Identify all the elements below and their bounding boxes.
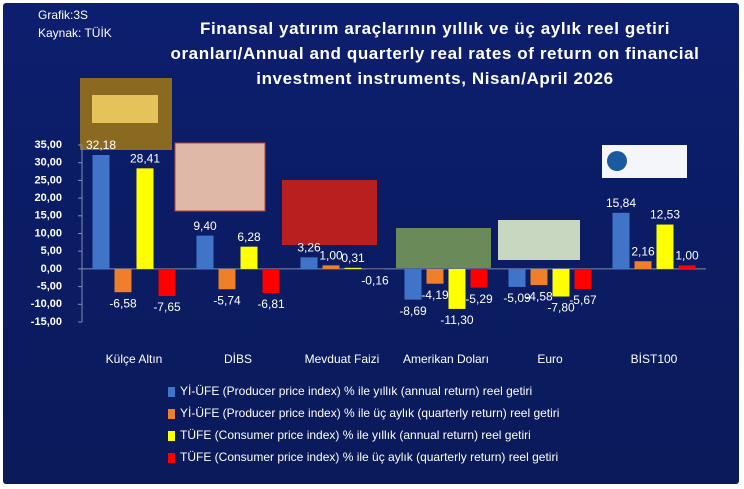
value-label: -4,58 <box>525 289 553 303</box>
bar <box>574 268 592 289</box>
bar <box>470 268 488 288</box>
legend-swatch <box>168 387 175 397</box>
value-label: -7,80 <box>547 301 575 315</box>
x-tick-label: Külçe Altın <box>106 352 163 366</box>
x-tick-label: DİBS <box>224 352 252 366</box>
value-label: 1,00 <box>319 249 343 263</box>
value-label: 15,84 <box>606 196 636 210</box>
note: Grafik:3S <box>38 8 88 22</box>
y-tick-label: 5,00 <box>41 245 62 257</box>
value-label: 3,26 <box>297 241 321 255</box>
bar <box>158 268 176 296</box>
legend-label: Yİ-ÜFE (Producer price index) % ile üç a… <box>180 406 559 420</box>
bar <box>426 268 444 284</box>
bar <box>262 268 280 294</box>
y-tick-label: 20,00 <box>34 192 62 204</box>
bar <box>552 268 570 297</box>
euro-image <box>498 220 580 260</box>
x-tick-label: Euro <box>537 352 563 366</box>
value-label: 9,40 <box>193 219 217 233</box>
bar <box>218 268 236 290</box>
bar <box>366 268 384 270</box>
legend-label: TÜFE (Consumer price index) % ile yıllık… <box>180 428 531 442</box>
value-label: -0,16 <box>361 274 389 288</box>
bar <box>404 268 422 300</box>
y-tick-label: 25,00 <box>34 174 62 186</box>
note: Kaynak: TÜİK <box>38 26 112 40</box>
bar <box>448 268 466 309</box>
legend-swatch <box>168 431 175 441</box>
legend-swatch <box>168 409 175 419</box>
value-label: -8,69 <box>399 304 427 318</box>
value-label: 32,18 <box>86 138 116 152</box>
bar <box>612 212 630 269</box>
x-tick-label: Mevduat Faizi <box>305 352 380 366</box>
value-label: 6,28 <box>237 230 261 244</box>
bar <box>344 267 362 269</box>
x-tick-label: Amerikan Doları <box>403 352 489 366</box>
y-tick-label: 15,00 <box>34 210 62 222</box>
value-label: -6,58 <box>109 296 137 310</box>
value-label: -5,29 <box>465 292 493 306</box>
bar <box>634 261 652 269</box>
value-label: 28,41 <box>130 152 160 166</box>
value-label: -7,65 <box>153 300 181 314</box>
legend-label: TÜFE (Consumer price index) % ile üç ayl… <box>180 450 558 464</box>
dibs-image <box>174 142 266 212</box>
value-label: 12,53 <box>650 208 680 222</box>
value-label: 1,00 <box>675 249 699 263</box>
bar <box>322 265 340 269</box>
y-tick-label: -10,00 <box>31 298 62 310</box>
bar <box>530 268 548 286</box>
y-tick-label: 30,00 <box>34 157 62 169</box>
bar <box>196 235 214 269</box>
gold-bar <box>92 95 158 123</box>
y-tick-label: 0,00 <box>41 263 62 275</box>
dollar-image <box>396 228 491 268</box>
bar <box>240 246 258 269</box>
y-tick-label: 10,00 <box>34 227 62 239</box>
value-label: -4,19 <box>421 288 449 302</box>
bar <box>136 168 154 269</box>
value-label: -5,67 <box>569 293 597 307</box>
bar <box>300 257 318 269</box>
value-label: -6,81 <box>257 297 285 311</box>
y-tick-label: 35,00 <box>34 139 62 151</box>
value-label: -5,09 <box>503 291 531 305</box>
borsa-logo-mark <box>607 151 627 171</box>
bar <box>508 268 526 287</box>
value-label: -11,30 <box>440 313 473 327</box>
legend-swatch <box>168 453 175 463</box>
value-label: 2,16 <box>631 244 655 258</box>
legend-label: Yİ-ÜFE (Producer price index) % ile yıll… <box>180 384 532 398</box>
value-label: -5,74 <box>213 293 241 307</box>
x-tick-label: BİST100 <box>631 352 678 366</box>
y-tick-label: -5,00 <box>37 281 62 293</box>
bar <box>656 224 674 269</box>
bar <box>678 265 696 269</box>
bar <box>92 154 110 269</box>
interest-image <box>282 180 377 245</box>
value-label: 0,31 <box>341 251 365 265</box>
y-tick-label: -15,00 <box>31 316 62 328</box>
bar <box>114 268 132 293</box>
chart-title: Finansal yatırım araçlarının yıllık ve ü… <box>170 19 700 88</box>
